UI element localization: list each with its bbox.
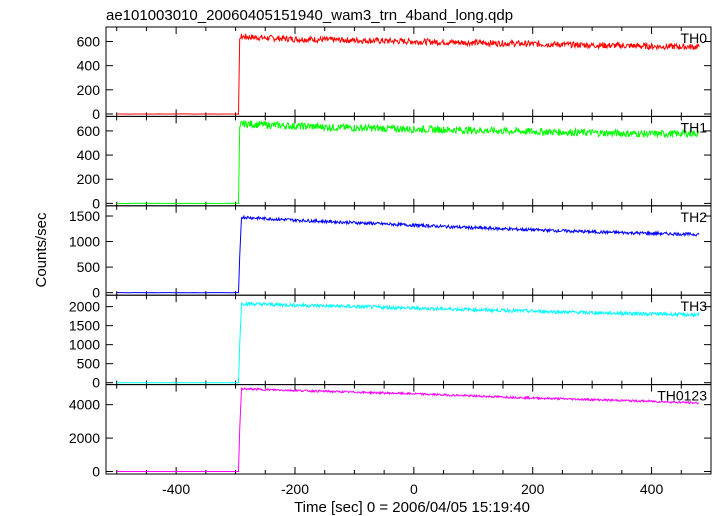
y-tick-label: 500 xyxy=(77,259,101,275)
panel-label-th1: TH1 xyxy=(681,119,708,135)
panels-group: 0 200 400 600 TH0 0 200 400 600 TH1 0 500 1000 1500 TH… xyxy=(69,26,712,497)
y-tick-label: 2000 xyxy=(69,299,100,315)
series-line-th0123 xyxy=(116,387,700,472)
y-tick-label: 4000 xyxy=(69,397,100,413)
x-tick-label: 400 xyxy=(640,481,664,497)
y-tick-label: 0 xyxy=(92,375,100,391)
x-tick-label: 200 xyxy=(521,481,545,497)
chart-title: ae101003010_20060405151940_wam3_trn_4ban… xyxy=(106,7,513,24)
y-tick-label: 0 xyxy=(92,106,100,122)
y-tick-label: 200 xyxy=(77,171,101,187)
panel-frame-th0123 xyxy=(105,384,712,475)
series-line-th0 xyxy=(116,33,700,115)
panel-frame-th3 xyxy=(105,294,712,386)
y-tick-label: 1000 xyxy=(69,234,100,250)
y-tick-label: 200 xyxy=(77,82,101,98)
y-tick-label: 600 xyxy=(77,33,101,49)
series-line-th1 xyxy=(116,120,700,205)
panel-label-th0: TH0 xyxy=(681,30,708,46)
panel-label-th3: TH3 xyxy=(681,298,708,314)
y-axis-label: Counts/sec xyxy=(33,212,50,288)
y-tick-label: 0 xyxy=(92,463,100,479)
panel-frame-th2 xyxy=(105,205,712,296)
x-tick-label: -200 xyxy=(281,481,309,497)
series-line-th2 xyxy=(116,214,700,294)
x-axis-label: Time [sec] 0 = 2006/04/05 15:19:40 xyxy=(294,499,530,516)
panel-label-th2: TH2 xyxy=(681,209,708,225)
y-tick-label: 1500 xyxy=(69,318,100,334)
y-tick-label: 2000 xyxy=(69,430,100,446)
y-tick-label: 400 xyxy=(77,147,101,163)
y-tick-label: 1500 xyxy=(69,208,100,224)
x-tick-label: -400 xyxy=(162,481,190,497)
y-tick-label: 0 xyxy=(92,285,100,301)
panel-frame-th1 xyxy=(105,115,712,207)
y-tick-label: 0 xyxy=(92,195,100,211)
y-tick-label: 600 xyxy=(77,123,101,139)
series-line-th3 xyxy=(116,300,700,384)
y-tick-label: 400 xyxy=(77,58,101,74)
panel-label-th0123: TH0123 xyxy=(657,388,707,404)
y-tick-label: 1000 xyxy=(69,337,100,353)
x-tick-label: 0 xyxy=(410,481,418,497)
y-tick-label: 500 xyxy=(77,356,101,372)
